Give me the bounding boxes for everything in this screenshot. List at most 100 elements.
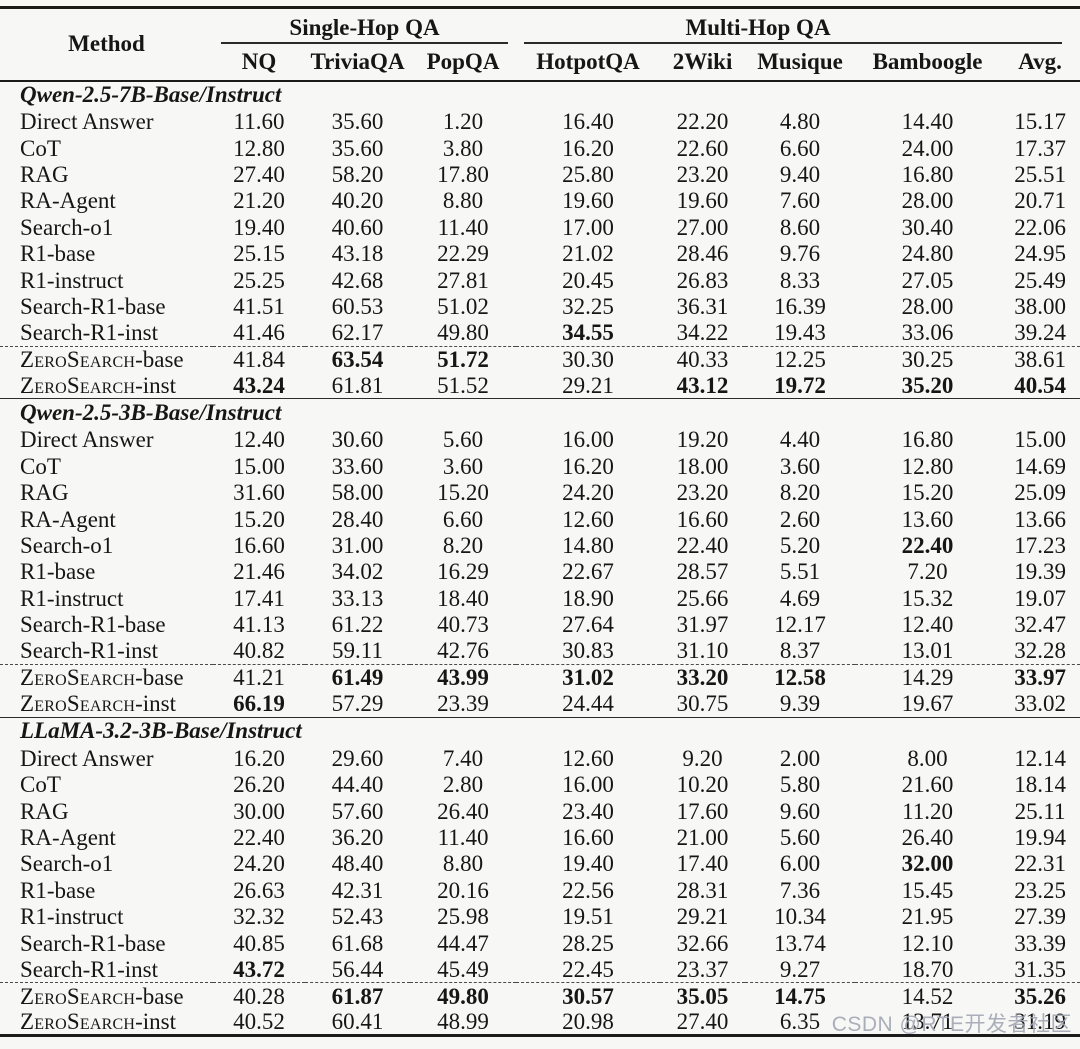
- column-header: Avg.: [1000, 43, 1080, 82]
- method-cell: ZeroSearch-inst: [20, 1009, 176, 1034]
- value-cell: 22.29: [437, 241, 489, 267]
- value-cell: 16.20: [233, 745, 285, 771]
- value-cell: 17.00: [562, 214, 614, 240]
- table-row: ZeroSearch-inst 66.19 57.29 23.39 24.44 30.75…: [0, 691, 1080, 717]
- table-row: Search-o1 24.20 48.40 8.80 19.40 17.40 6.00 32.…: [0, 851, 1080, 877]
- value-cell: 57.29: [331, 691, 384, 717]
- method-cell: ZeroSearch-base: [0, 663, 213, 691]
- method-cell: RA-Agent: [20, 188, 116, 214]
- value-cell: 20.16: [437, 877, 489, 903]
- value-cell: 25.15: [233, 241, 285, 267]
- smallcaps-method-name: ZeroSearch: [20, 346, 136, 372]
- value-cell: 19.94: [1014, 824, 1066, 850]
- value-cell: 48.99: [437, 1009, 489, 1034]
- value-cell: 44.40: [331, 772, 384, 798]
- value-cell: 9.40: [779, 161, 821, 187]
- value-cell: 27.40: [676, 1009, 729, 1034]
- value-cell: 32.25: [562, 293, 614, 319]
- value-cell: 28.31: [676, 877, 729, 903]
- value-cell: 19.51: [562, 904, 614, 930]
- value-cell: 12.80: [233, 135, 285, 161]
- value-cell: 60.41: [331, 1009, 384, 1034]
- value-cell: 36.31: [676, 293, 729, 319]
- value-cell: 13.74: [774, 930, 826, 956]
- value-cell: 12.60: [562, 745, 614, 771]
- value-cell: 27.00: [676, 214, 729, 240]
- value-cell: 19.07: [1014, 585, 1066, 611]
- table-row: CoT 12.80 35.60 3.80 16.20 22.60 6.60 24.00 17.3…: [0, 135, 1080, 161]
- value-cell: 29.21: [676, 904, 729, 930]
- value-cell: 34.22: [676, 320, 729, 346]
- value-cell: 3.60: [779, 453, 821, 479]
- value-cell: 6.35: [779, 1009, 821, 1034]
- value-cell: 16.29: [437, 559, 489, 585]
- method-cell: RAG: [20, 161, 69, 187]
- value-cell: 16.60: [676, 506, 729, 532]
- value-cell: 22.67: [562, 559, 614, 585]
- value-cell: 31.35: [1014, 956, 1066, 982]
- value-cell: 7.40: [442, 745, 484, 771]
- value-cell: 35.20: [901, 372, 954, 398]
- value-cell: 28.25: [562, 930, 614, 956]
- method-cell: RA-Agent: [20, 824, 116, 850]
- method-cell: RA-Agent: [20, 506, 116, 532]
- value-cell: 32.00: [901, 851, 954, 877]
- value-cell: 25.66: [676, 585, 729, 611]
- value-cell: 30.40: [901, 214, 954, 240]
- value-cell: 4.69: [779, 585, 821, 611]
- method-cell: Direct Answer: [20, 109, 154, 135]
- table-row: ZeroSearch-base 41.21 61.49 43.99 31.02 33.20…: [0, 663, 1080, 691]
- value-cell: 45.49: [437, 956, 489, 982]
- value-cell: 21.95: [901, 904, 954, 930]
- value-cell: 49.80: [437, 320, 489, 346]
- value-cell: 15.45: [901, 877, 954, 903]
- value-cell: 51.52: [437, 372, 489, 398]
- value-cell: 8.20: [779, 480, 821, 506]
- value-cell: 18.40: [437, 585, 489, 611]
- value-cell: 6.60: [779, 135, 821, 161]
- value-cell: 5.80: [779, 772, 821, 798]
- value-cell: 19.72: [774, 372, 826, 398]
- value-cell: 28.00: [901, 293, 954, 319]
- value-cell: 25.09: [1014, 480, 1066, 506]
- method-cell: ZeroSearch-inst: [20, 691, 176, 717]
- value-cell: 15.00: [233, 453, 285, 479]
- method-cell: RAG: [20, 480, 69, 506]
- value-cell: 26.40: [901, 824, 954, 850]
- method-cell: CoT: [20, 772, 61, 798]
- method-cell: Search-o1: [20, 851, 114, 877]
- value-cell: 31.00: [331, 533, 384, 559]
- value-cell: 14.80: [562, 533, 614, 559]
- value-cell: 31.97: [676, 612, 729, 638]
- method-cell: Search-o1: [20, 533, 114, 559]
- value-cell: 31.02: [516, 663, 661, 691]
- value-cell: 5.60: [779, 824, 821, 850]
- table-row: R1-instruct 17.41 33.13 18.40 18.90 25.66 4.69…: [0, 585, 1080, 611]
- value-cell: 48.40: [331, 851, 384, 877]
- value-cell: 27.39: [1014, 904, 1066, 930]
- value-cell: 4.40: [779, 427, 821, 453]
- value-cell: 10.20: [676, 772, 729, 798]
- section-title: Qwen-2.5-7B-Base/Instruct: [20, 82, 282, 107]
- method-cell: R1-base: [20, 877, 96, 903]
- value-cell: 24.80: [901, 241, 954, 267]
- value-cell: 31.10: [676, 638, 729, 664]
- value-cell: 16.20: [562, 453, 614, 479]
- value-cell: 32.28: [1014, 638, 1066, 664]
- section-title: Qwen-2.5-3B-Base/Instruct: [0, 398, 1080, 427]
- value-cell: 23.20: [676, 161, 729, 187]
- value-cell: 38.00: [1014, 293, 1066, 319]
- value-cell: 40.85: [233, 930, 285, 956]
- value-cell: 43.18: [331, 241, 384, 267]
- value-cell: 17.23: [1014, 533, 1066, 559]
- value-cell: 22.56: [562, 877, 614, 903]
- value-cell: 41.46: [233, 320, 285, 346]
- value-cell: 13.66: [1014, 506, 1066, 532]
- value-cell: 16.60: [233, 533, 285, 559]
- table-row: RA-Agent 22.40 36.20 11.40 16.60 21.00 5.60 26.…: [0, 824, 1080, 850]
- value-cell: 23.20: [676, 480, 729, 506]
- table-row: R1-base 26.63 42.31 20.16 22.56 28.31 7.36 15.4…: [0, 877, 1080, 903]
- value-cell: 21.02: [562, 241, 614, 267]
- value-cell: 30.30: [516, 345, 661, 373]
- value-cell: 40.52: [233, 1009, 285, 1034]
